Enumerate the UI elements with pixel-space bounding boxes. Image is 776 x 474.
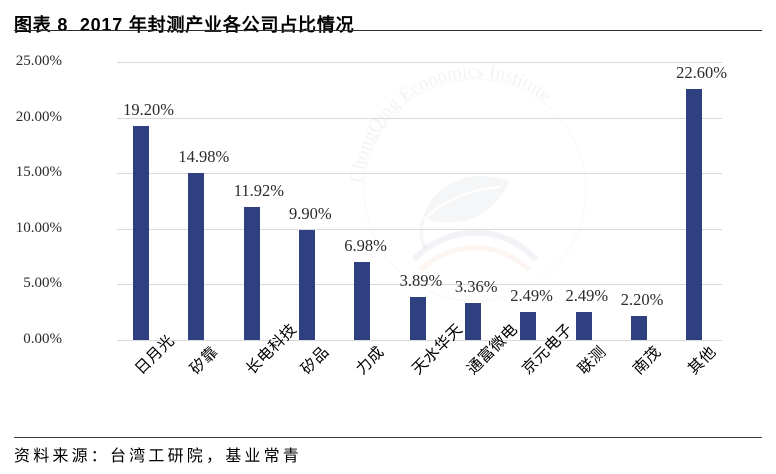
svg-text:ChongQing Economics Institute: ChongQing Economics Institute: [346, 61, 554, 183]
